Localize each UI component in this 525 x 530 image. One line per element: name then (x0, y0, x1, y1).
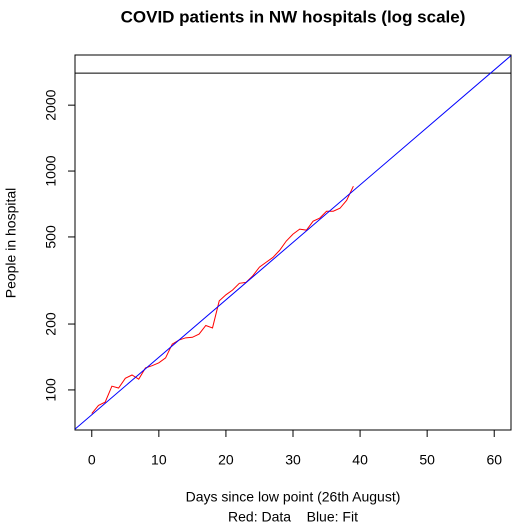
y-axis-label: People in hospital (3, 188, 19, 299)
x-tick-label: 30 (285, 452, 301, 468)
y-tick-label: 200 (43, 312, 59, 336)
note: Red: Data Blue: Fit (228, 509, 358, 525)
y-tick-label: 500 (43, 225, 59, 249)
y-tick-label: 1000 (43, 155, 59, 186)
x-tick-label: 20 (218, 452, 234, 468)
x-tick-label: 10 (151, 452, 167, 468)
x-tick-label: 40 (352, 452, 368, 468)
data-line (91, 185, 354, 414)
x-tick-label: 0 (88, 452, 96, 468)
y-tick-label: 2000 (43, 89, 59, 120)
x-tick-label: 50 (419, 452, 435, 468)
chart-title: COVID patients in NW hospitals (log scal… (121, 7, 466, 26)
data-line (75, 55, 511, 430)
x-axis-label: Days since low point (26th August) (186, 489, 401, 505)
y-tick-label: 100 (43, 378, 59, 402)
x-tick-label: 60 (486, 452, 502, 468)
